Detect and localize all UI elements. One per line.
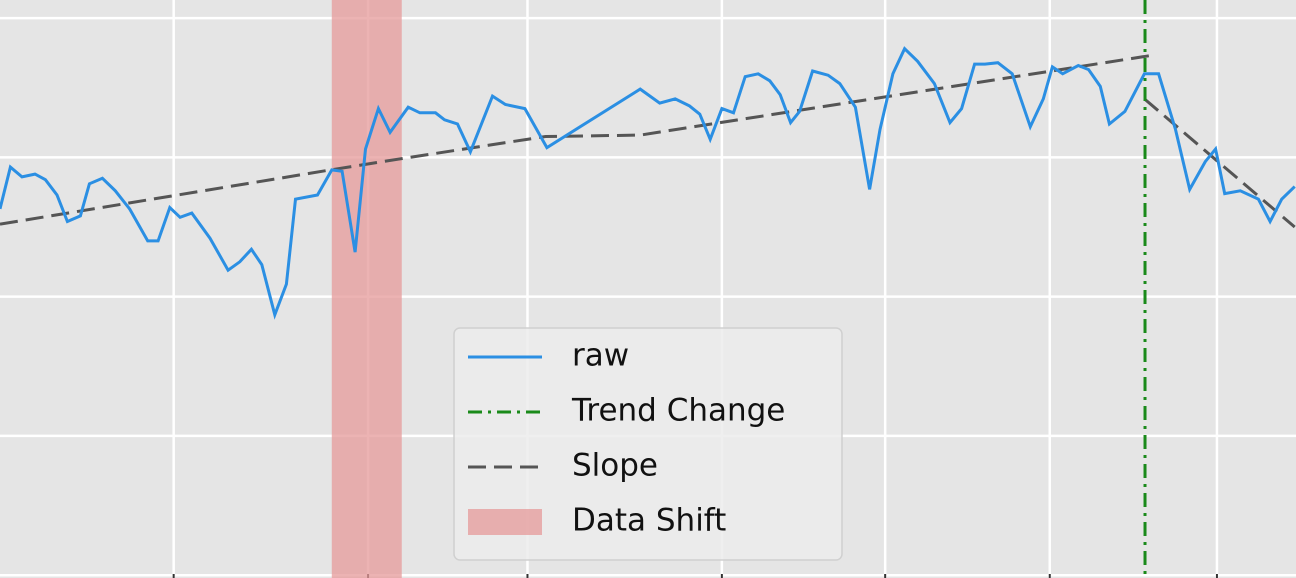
legend-label: Slope	[572, 448, 658, 484]
data-shift-span	[331, 0, 402, 578]
legend-handle	[468, 509, 542, 535]
legend-label: Data Shift	[572, 503, 726, 539]
legend-box	[453, 327, 843, 561]
legend-label: Trend Change	[571, 393, 785, 429]
raw-line	[0, 46, 1296, 320]
legend: raw Trend Change Slope Data Shift	[453, 327, 843, 561]
legend-label: raw	[572, 338, 629, 374]
